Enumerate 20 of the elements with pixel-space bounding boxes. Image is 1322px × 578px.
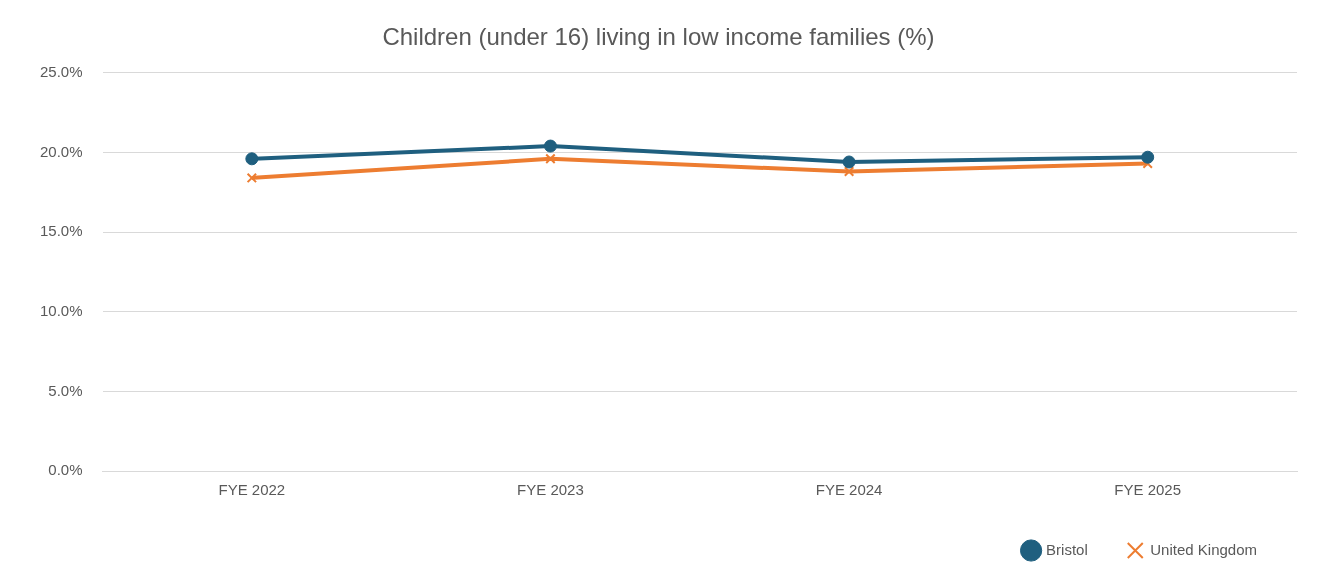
y-tick-label: 15.0% <box>39 222 83 240</box>
x-tick-label: FYE 2025 <box>1114 481 1182 499</box>
point <box>843 166 855 177</box>
x-tick-label: FYE 2022 <box>218 481 286 499</box>
legend-label: United Kingdom <box>1150 540 1258 558</box>
y-tick-label: 20.0% <box>39 142 83 160</box>
y-tick-label: 25.0% <box>39 62 83 80</box>
y-tick-label: 10.0% <box>39 301 83 319</box>
x-tick-label: FYE 2024 <box>815 481 883 499</box>
x-tick-label: FYE 2023 <box>517 481 584 499</box>
y-tick-label: 5.0% <box>48 381 83 399</box>
point <box>545 153 556 165</box>
y-tick-label: 0.0% <box>48 461 83 479</box>
chart-title: Children (under 16) living in low income families (%) <box>382 23 935 51</box>
point <box>246 172 258 184</box>
point <box>543 139 557 153</box>
point <box>1141 150 1155 164</box>
point <box>245 152 259 166</box>
point <box>842 155 856 169</box>
legend-label: Bristol <box>1046 540 1088 558</box>
